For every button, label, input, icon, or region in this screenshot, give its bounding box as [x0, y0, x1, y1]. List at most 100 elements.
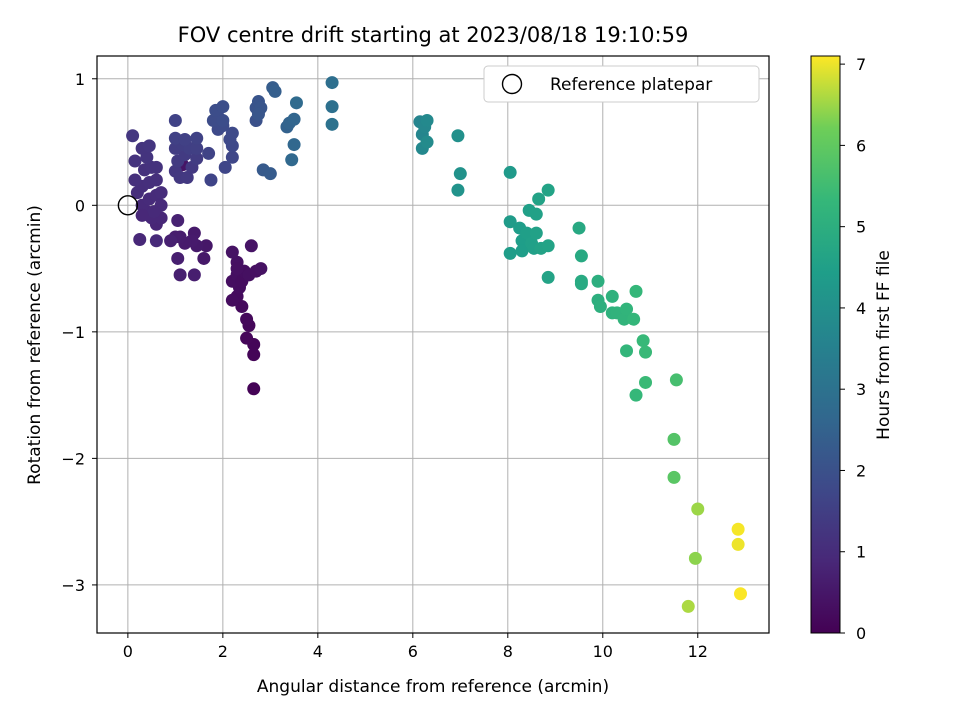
- scatter-point: [325, 117, 339, 131]
- scatter-point: [216, 100, 230, 114]
- scatter-point: [541, 239, 555, 253]
- scatter-point: [688, 551, 702, 565]
- scatter-point: [325, 76, 339, 90]
- grid: [97, 56, 769, 633]
- scatter-point: [204, 173, 218, 187]
- scatter-point: [639, 375, 653, 389]
- scatter-point: [629, 284, 643, 298]
- scatter-point: [218, 160, 232, 174]
- scatter-point: [420, 135, 434, 149]
- scatter-point: [627, 312, 641, 326]
- colorbar-label: Hours from first FF file: [874, 250, 894, 440]
- colorbar-tick-label: 0: [856, 624, 866, 643]
- scatter-point: [574, 249, 588, 263]
- colorbar-tick-label: 5: [856, 218, 866, 237]
- scatter-point: [529, 207, 543, 221]
- scatter-point: [287, 138, 301, 152]
- scatter-point: [420, 114, 434, 128]
- scatter-point: [240, 331, 254, 345]
- scatter-point: [515, 244, 529, 258]
- scatter-point: [247, 382, 261, 396]
- scatter-point: [251, 107, 265, 121]
- scatter-point: [691, 502, 705, 516]
- scatter-point: [190, 151, 204, 165]
- scatter-point: [190, 141, 204, 155]
- scatter-point: [190, 131, 204, 145]
- legend-marker-reference: [501, 73, 523, 95]
- scatter-point: [171, 213, 185, 227]
- scatter-point: [639, 345, 653, 359]
- scatter-point: [532, 192, 546, 206]
- legend-label-reference: Reference platepar: [550, 75, 712, 95]
- y-tick-label: −2: [61, 449, 85, 468]
- scatter-point: [325, 100, 339, 114]
- scatter-point: [247, 348, 261, 362]
- scatter-point: [731, 522, 745, 536]
- scatter-point: [225, 293, 239, 307]
- scatter-point: [681, 599, 695, 613]
- scatter-point: [149, 173, 163, 187]
- scatter-point: [128, 173, 142, 187]
- colorbar-tick-label: 6: [856, 136, 866, 155]
- scatter-point: [620, 344, 634, 358]
- y-axis-ticks: −3 −2 −1 0 1: [61, 70, 97, 595]
- scatter-point: [263, 167, 277, 181]
- axes-frame: [96, 55, 770, 634]
- scatter-point: [133, 232, 147, 246]
- scatter-point: [605, 289, 619, 303]
- colorbar-tick-label: 7: [856, 55, 866, 74]
- scatter-point: [620, 302, 634, 316]
- scatter-point: [268, 84, 282, 98]
- scatter-point: [147, 205, 161, 219]
- scatter-point: [503, 165, 517, 179]
- scatter-point: [171, 251, 185, 265]
- scatter-point: [669, 373, 683, 387]
- scatter-point: [254, 262, 268, 276]
- scatter-point: [572, 221, 586, 235]
- scatter-point: [225, 126, 239, 140]
- scatter-point: [149, 234, 163, 248]
- scatter-point: [216, 114, 230, 128]
- x-tick-label: 4: [313, 642, 323, 661]
- scatter-point: [128, 154, 142, 168]
- scatter-point: [451, 129, 465, 143]
- scatter-point: [289, 96, 303, 110]
- colorbar: 0 1 2 3 4 5 6 7 Hours from first FF file: [810, 55, 894, 643]
- scatter-point: [178, 133, 192, 147]
- scatter-point: [617, 312, 631, 326]
- scatter-point: [667, 470, 681, 484]
- scatter-point: [187, 268, 201, 282]
- scatter-point: [202, 146, 216, 160]
- scatter-point: [520, 226, 534, 240]
- y-axis-label: Rotation from reference (arcmin): [25, 205, 45, 485]
- scatter-point: [230, 262, 244, 276]
- scatter-point: [574, 277, 588, 291]
- colorbar-tick-label: 1: [856, 543, 866, 562]
- y-tick-label: 0: [75, 196, 85, 215]
- reference-platepar-marker: [117, 195, 139, 216]
- scatter-point: [731, 537, 745, 551]
- scatter-point: [451, 183, 465, 197]
- x-axis-label: Angular distance from reference (arcmin): [257, 677, 609, 697]
- scatter-point: [453, 167, 467, 181]
- scatter-point: [225, 245, 239, 259]
- x-axis-ticks: 0 2 4 6 8 10 12: [123, 633, 708, 661]
- scatter-point: [225, 150, 239, 164]
- scatter-point: [126, 129, 140, 143]
- scatter-point: [636, 334, 650, 348]
- scatter-point: [529, 226, 543, 240]
- scatter-point: [541, 270, 555, 284]
- scatter-point: [734, 587, 748, 601]
- scatter-point: [142, 139, 156, 153]
- x-tick-label: 8: [503, 642, 513, 661]
- plot-area: 0 2 4 6 8 10 12 −3 −2 −1 0 1: [61, 55, 770, 661]
- x-tick-label: 6: [408, 642, 418, 661]
- legend: Reference platepar: [483, 65, 760, 103]
- colorbar-tick-label: 3: [856, 380, 866, 399]
- scatter-point: [287, 112, 301, 126]
- scatter-point: [591, 274, 605, 288]
- y-tick-label: −1: [61, 323, 85, 342]
- scatter-point: [541, 183, 555, 197]
- scatter-points: [117, 76, 748, 613]
